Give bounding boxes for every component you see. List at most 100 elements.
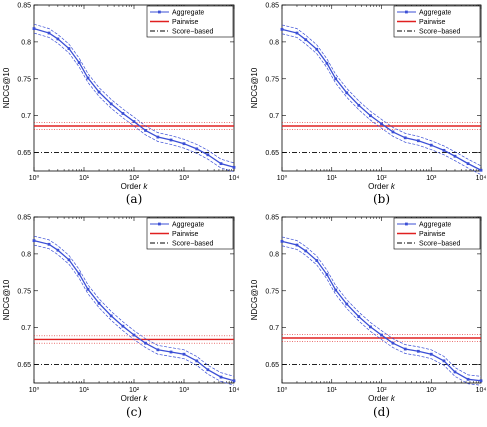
legend-aggregate-label: Aggregate bbox=[419, 10, 451, 17]
aggregate-point bbox=[195, 147, 199, 151]
aggregate-point bbox=[67, 47, 71, 50]
aggregate-point bbox=[56, 37, 60, 41]
x-tick-label: 10³ bbox=[179, 175, 190, 182]
x-tick-label: 10³ bbox=[426, 175, 437, 182]
legend-pairwise-label: Pairwise bbox=[172, 231, 199, 238]
aggregate-line bbox=[33, 239, 235, 382]
chart-panel-3: 10⁰ 10¹ 10² 10³ 10⁴ 0.65 0.7 0.75 0.8 0.85 Order k… bbox=[2, 215, 239, 420]
aggregate-point bbox=[466, 377, 470, 381]
aggregate-point bbox=[280, 27, 284, 31]
y-tick-label: 0.8 bbox=[21, 251, 31, 258]
aggregate-point bbox=[169, 350, 173, 354]
aggregate-point bbox=[77, 61, 81, 64]
aggregate-line bbox=[33, 27, 235, 168]
legend-score-based-label: Score−based bbox=[172, 241, 214, 248]
y-tick-label: 0.8 bbox=[269, 39, 279, 46]
panel-caption: (c) bbox=[126, 405, 142, 419]
aggregate-point bbox=[380, 122, 383, 126]
x-tick-label: 10¹ bbox=[327, 175, 338, 182]
aggregate-line bbox=[281, 240, 482, 382]
y-tick-label: 0.7 bbox=[21, 113, 31, 120]
aggregate-line bbox=[281, 28, 482, 171]
aggregate-point bbox=[357, 103, 361, 107]
legend-aggregate-label: Aggregate bbox=[172, 222, 204, 229]
x-tick-label: 10³ bbox=[179, 387, 190, 394]
aggregate-point bbox=[325, 61, 329, 65]
aggregate-point bbox=[369, 114, 372, 118]
aggregate-point bbox=[156, 348, 160, 352]
aggregate-point bbox=[56, 248, 60, 252]
aggregate-upper-band bbox=[281, 24, 482, 167]
aggregate-point bbox=[416, 349, 420, 353]
y-tick-label: 0.65 bbox=[265, 150, 279, 157]
y-tick-label: 0.7 bbox=[269, 113, 279, 120]
y-tick-label: 0.8 bbox=[269, 251, 279, 258]
aggregate-point bbox=[97, 301, 101, 305]
aggregate-point bbox=[466, 162, 470, 166]
aggregate-point bbox=[67, 258, 71, 262]
x-tick-label: 10¹ bbox=[79, 387, 90, 394]
x-tick-label: 10¹ bbox=[327, 387, 338, 394]
aggregate-point bbox=[403, 347, 407, 351]
legend-aggregate-label: Aggregate bbox=[419, 222, 451, 229]
x-tick-label: 10⁰ bbox=[29, 174, 40, 182]
aggregate-point bbox=[429, 143, 433, 147]
aggregate-lower-band bbox=[281, 33, 482, 176]
y-tick-label: 0.7 bbox=[269, 325, 279, 332]
aggregate-point bbox=[479, 379, 483, 383]
aggregate-point bbox=[357, 315, 361, 318]
aggregate-point bbox=[429, 352, 433, 356]
aggregate-point bbox=[442, 359, 446, 363]
y-tick-label: 0.8 bbox=[21, 39, 31, 46]
aggregate-point bbox=[86, 287, 90, 291]
legend-score-based-label: Score−based bbox=[172, 29, 214, 36]
y-axis-label: NDCG@10 bbox=[2, 67, 11, 108]
aggregate-point bbox=[109, 314, 113, 318]
legend-aggregate-marker bbox=[405, 222, 408, 226]
aggregate-point bbox=[109, 102, 113, 106]
legend-score-based-label: Score−based bbox=[419, 241, 461, 248]
y-tick-label: 0.85 bbox=[17, 3, 31, 10]
y-tick-label: 0.7 bbox=[21, 325, 31, 332]
aggregate-point bbox=[315, 47, 319, 51]
aggregate-point bbox=[132, 120, 136, 123]
x-axis-label: Order k bbox=[368, 182, 396, 191]
aggregate-point bbox=[403, 136, 407, 140]
aggregate-point bbox=[479, 168, 483, 172]
x-tick-label: 10⁴ bbox=[229, 175, 240, 182]
aggregate-point bbox=[416, 139, 420, 143]
aggregate-point bbox=[325, 273, 329, 276]
x-axis-label: Order k bbox=[121, 394, 149, 403]
x-tick-label: 10³ bbox=[426, 387, 437, 394]
panel-caption: (b) bbox=[373, 192, 390, 206]
x-tick-label: 10² bbox=[376, 175, 387, 182]
legend-score-based-label: Score−based bbox=[419, 29, 461, 36]
y-tick-label: 0.75 bbox=[265, 76, 279, 83]
chart-panel-4: 10⁰ 10¹ 10² 10³ 10⁴ 0.65 0.7 0.75 0.8 0.85 Order k… bbox=[250, 215, 486, 420]
aggregate-lower-band bbox=[281, 245, 482, 386]
legend-aggregate-marker bbox=[158, 10, 161, 14]
aggregate-upper-band bbox=[33, 23, 235, 164]
aggregate-point bbox=[391, 130, 395, 134]
y-tick-label: 0.75 bbox=[265, 288, 279, 295]
aggregate-upper-band bbox=[33, 235, 235, 377]
aggregate-point bbox=[345, 91, 349, 95]
legend-pairwise-label: Pairwise bbox=[419, 19, 446, 26]
aggregate-lower-band bbox=[33, 244, 235, 386]
x-tick-label: 10² bbox=[129, 175, 140, 182]
x-tick-label: 10⁴ bbox=[476, 387, 487, 394]
x-tick-label: 10² bbox=[129, 387, 140, 394]
y-axis-label: NDCG@10 bbox=[2, 279, 11, 320]
y-tick-label: 0.75 bbox=[17, 288, 31, 295]
chart-panel-1: 10⁰ 10¹ 10² 10³ 10⁴ 0.65 0.7 0.75 0.8 0.85 Order k… bbox=[2, 3, 239, 207]
aggregate-point bbox=[232, 165, 236, 169]
aggregate-point bbox=[453, 370, 457, 374]
aggregate-point bbox=[144, 341, 147, 345]
y-tick-label: 0.85 bbox=[265, 3, 279, 10]
aggregate-point bbox=[345, 302, 349, 306]
aggregate-point bbox=[442, 148, 446, 152]
legend-pairwise-label: Pairwise bbox=[172, 19, 199, 26]
aggregate-point bbox=[86, 76, 90, 80]
y-tick-label: 0.65 bbox=[17, 150, 31, 157]
